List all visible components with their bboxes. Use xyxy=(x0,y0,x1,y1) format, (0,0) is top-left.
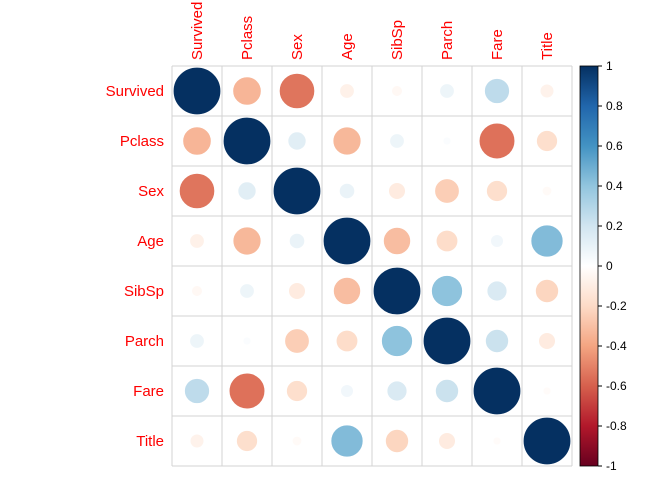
corr-circle-pclass-sibsp xyxy=(390,134,404,148)
corr-circle-fare-pclass xyxy=(229,373,265,409)
corr-circle-survived-pclass xyxy=(233,77,261,105)
column-label-pclass: Pclass xyxy=(239,16,256,60)
corr-circle-fare-parch xyxy=(435,379,459,403)
colorbar-tick-label: 1 xyxy=(606,59,613,73)
corr-circle-survived-survived xyxy=(173,67,221,115)
corr-circle-sibsp-fare xyxy=(487,281,507,301)
corr-circle-age-sex xyxy=(289,233,305,249)
row-label-pclass: Pclass xyxy=(120,133,164,150)
row-label-fare: Fare xyxy=(133,383,164,400)
corr-circle-sex-sex xyxy=(273,167,321,215)
corr-circle-sex-sibsp xyxy=(388,182,406,200)
column-label-sex: Sex xyxy=(289,34,306,60)
corr-circle-sibsp-sibsp xyxy=(373,267,421,315)
row-label-survived: Survived xyxy=(106,83,164,100)
corr-circle-age-survived xyxy=(190,234,204,248)
corr-circle-sex-title xyxy=(542,186,552,196)
corr-circle-age-parch xyxy=(436,230,458,252)
correlation-circles xyxy=(173,67,571,465)
corr-circle-sex-survived xyxy=(179,173,215,209)
column-label-survived: Survived xyxy=(189,2,206,60)
corr-circle-sibsp-sex xyxy=(288,282,306,300)
corr-circle-pclass-survived xyxy=(183,127,211,155)
row-labels: Survived Pclass Sex Age SibSp Parch Fare Title xyxy=(106,83,165,450)
corr-circle-title-title xyxy=(523,417,571,465)
corr-circle-parch-age xyxy=(336,330,358,352)
corr-circle-fare-sibsp xyxy=(387,381,407,401)
column-label-sibsp: SibSp xyxy=(389,20,406,60)
colorbar-tick-label: -0.6 xyxy=(606,379,627,393)
column-label-fare: Fare xyxy=(489,29,506,60)
corr-circle-title-pclass xyxy=(236,430,258,452)
colorbar-tick-label: 0.2 xyxy=(606,219,623,233)
colorbar-tick-label: 0.6 xyxy=(606,139,623,153)
corr-circle-sibsp-title xyxy=(535,279,559,303)
colorbar-gradient xyxy=(579,65,599,467)
corr-circle-survived-fare xyxy=(484,78,510,104)
corr-circle-age-title xyxy=(531,225,563,257)
corr-circle-survived-sex xyxy=(279,73,315,109)
corr-circle-sibsp-age xyxy=(333,277,361,305)
colorbar-tick-label: -0.4 xyxy=(606,339,627,353)
grid-lines xyxy=(171,65,573,467)
colorbar-tick-label: 0 xyxy=(606,259,613,273)
column-label-title: Title xyxy=(539,32,556,60)
corr-circle-parch-sibsp xyxy=(381,325,413,357)
corr-circle-title-age xyxy=(331,425,363,457)
corr-circle-title-parch xyxy=(438,432,456,450)
column-label-parch: Parch xyxy=(439,21,456,60)
color-legend: 1 0.8 0.6 0.4 0.2 0 -0.2 -0.4 -0.6 -0.8 -1 xyxy=(579,59,627,473)
row-label-parch: Parch xyxy=(125,333,164,350)
corr-circle-title-survived xyxy=(190,434,204,448)
corr-circle-title-sibsp xyxy=(385,429,409,453)
corr-circle-sibsp-survived xyxy=(191,285,202,296)
corr-circle-fare-title xyxy=(543,387,551,395)
corr-circle-pclass-fare xyxy=(479,123,515,159)
corr-circle-sex-pclass xyxy=(238,182,256,200)
colorbar-tick-label: 0.8 xyxy=(606,99,623,113)
corr-circle-parch-parch xyxy=(423,317,471,365)
corr-circle-survived-sibsp xyxy=(391,86,402,97)
corr-circle-parch-fare xyxy=(485,329,509,353)
row-label-age: Age xyxy=(137,233,164,250)
colorbar-tick-label: -1 xyxy=(606,459,617,473)
corr-circle-fare-survived xyxy=(184,378,210,404)
corr-circle-survived-parch xyxy=(440,84,454,98)
corr-circle-pclass-title xyxy=(536,130,558,152)
corr-circle-survived-age xyxy=(340,84,354,98)
corr-circle-title-fare xyxy=(493,437,501,445)
corr-circle-sibsp-pclass xyxy=(240,284,254,298)
corr-circle-pclass-pclass xyxy=(223,117,271,165)
corr-circle-fare-fare xyxy=(473,367,521,415)
corr-circle-parch-pclass xyxy=(243,337,251,345)
corr-circle-pclass-sex xyxy=(288,132,306,150)
corr-circle-age-fare xyxy=(490,234,504,248)
corr-circle-age-sibsp xyxy=(383,227,411,255)
corr-circle-survived-title xyxy=(540,84,554,98)
corr-circle-sibsp-parch xyxy=(431,275,463,307)
row-label-sex: Sex xyxy=(138,183,164,200)
corr-circle-parch-sex xyxy=(285,329,309,353)
corr-circle-sex-parch xyxy=(435,179,459,203)
colorbar-tick-label: 0.4 xyxy=(606,179,623,193)
corr-circle-age-pclass xyxy=(233,227,261,255)
column-label-age: Age xyxy=(339,33,356,60)
corr-circle-pclass-age xyxy=(333,127,361,155)
corr-circle-fare-age xyxy=(340,384,354,398)
corr-circle-parch-title xyxy=(538,332,556,350)
corr-circle-age-age xyxy=(323,217,371,265)
colorbar-tick-label: -0.2 xyxy=(606,299,627,313)
corr-circle-fare-sex xyxy=(286,380,308,402)
corr-circle-sex-age xyxy=(339,183,355,199)
corr-circle-pclass-parch xyxy=(443,137,451,145)
row-label-title: Title xyxy=(136,433,164,450)
corr-circle-title-sex xyxy=(292,436,302,446)
colorbar-tick-label: -0.8 xyxy=(606,419,627,433)
corr-circle-parch-survived xyxy=(190,334,204,348)
row-label-sibsp: SibSp xyxy=(124,283,164,300)
column-labels: Survived Pclass Sex Age SibSp Parch Fare Title xyxy=(189,2,556,60)
corr-circle-sex-fare xyxy=(486,180,508,202)
